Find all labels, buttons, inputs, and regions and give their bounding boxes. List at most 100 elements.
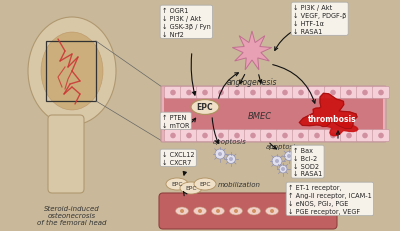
Bar: [46, 42, 96, 102]
FancyBboxPatch shape: [244, 130, 262, 142]
Polygon shape: [299, 94, 357, 129]
Circle shape: [282, 90, 288, 96]
Circle shape: [186, 90, 192, 96]
Circle shape: [314, 90, 320, 96]
FancyBboxPatch shape: [356, 87, 374, 99]
FancyBboxPatch shape: [164, 130, 182, 142]
FancyBboxPatch shape: [164, 87, 182, 99]
FancyBboxPatch shape: [372, 130, 390, 142]
Circle shape: [226, 155, 236, 164]
Ellipse shape: [266, 207, 278, 215]
FancyBboxPatch shape: [292, 87, 310, 99]
Circle shape: [346, 133, 352, 139]
Circle shape: [362, 133, 368, 139]
Text: EPC: EPC: [171, 182, 183, 187]
FancyBboxPatch shape: [164, 97, 383, 131]
FancyBboxPatch shape: [340, 130, 358, 142]
Ellipse shape: [180, 182, 202, 194]
Text: ↑ PTEN
↓ mTOR: ↑ PTEN ↓ mTOR: [162, 115, 190, 128]
Circle shape: [281, 167, 285, 171]
Circle shape: [293, 209, 297, 213]
FancyBboxPatch shape: [196, 130, 214, 142]
Ellipse shape: [230, 207, 242, 215]
Circle shape: [234, 209, 238, 213]
FancyBboxPatch shape: [244, 87, 262, 99]
Text: EPC: EPC: [199, 182, 211, 187]
Text: mobilization: mobilization: [218, 181, 261, 187]
Circle shape: [272, 156, 282, 166]
Circle shape: [218, 90, 224, 96]
Circle shape: [198, 209, 202, 213]
Circle shape: [234, 133, 240, 139]
FancyBboxPatch shape: [340, 87, 358, 99]
Circle shape: [266, 90, 272, 96]
FancyBboxPatch shape: [276, 87, 294, 99]
Circle shape: [250, 133, 256, 139]
Ellipse shape: [194, 178, 216, 190]
Circle shape: [170, 90, 176, 96]
Ellipse shape: [308, 207, 322, 215]
Text: ↓ CXCL12
↓ CXCR7: ↓ CXCL12 ↓ CXCR7: [162, 151, 194, 165]
Circle shape: [250, 90, 256, 96]
FancyBboxPatch shape: [212, 130, 230, 142]
FancyBboxPatch shape: [159, 193, 337, 229]
Circle shape: [313, 209, 317, 213]
Circle shape: [275, 159, 279, 163]
Circle shape: [378, 90, 384, 96]
Circle shape: [378, 133, 384, 139]
Circle shape: [270, 209, 274, 213]
Circle shape: [202, 133, 208, 139]
Text: ↑ ET-1 receptor,
↑ Ang-II receptor, ICAM-1
↓ eNOS, PGI₂, PGE
↓ PGE receptor, VEG: ↑ ET-1 receptor, ↑ Ang-II receptor, ICAM…: [288, 184, 372, 214]
FancyBboxPatch shape: [324, 130, 342, 142]
Circle shape: [186, 133, 192, 139]
Circle shape: [284, 152, 294, 161]
Ellipse shape: [28, 18, 116, 125]
Text: EPC: EPC: [197, 103, 213, 112]
FancyBboxPatch shape: [308, 130, 326, 142]
FancyBboxPatch shape: [372, 87, 390, 99]
Circle shape: [202, 90, 208, 96]
Circle shape: [170, 133, 176, 139]
Text: angiogenesis: angiogenesis: [227, 78, 277, 87]
FancyBboxPatch shape: [260, 87, 278, 99]
Circle shape: [234, 90, 240, 96]
Ellipse shape: [288, 207, 302, 215]
FancyBboxPatch shape: [276, 130, 294, 142]
FancyBboxPatch shape: [228, 87, 246, 99]
Text: Steroid-induced
osteonecrosis
of the femoral head: Steroid-induced osteonecrosis of the fem…: [37, 205, 107, 225]
Circle shape: [330, 133, 336, 139]
Text: thrombosis: thrombosis: [308, 115, 356, 124]
Text: ↑ OGR1
↓ PI3K / Akt
↓ GSK-3β / Fyn
↓ Nrf2: ↑ OGR1 ↓ PI3K / Akt ↓ GSK-3β / Fyn ↓ Nrf…: [162, 8, 211, 37]
Circle shape: [218, 133, 224, 139]
Ellipse shape: [194, 207, 206, 215]
Circle shape: [362, 90, 368, 96]
FancyBboxPatch shape: [196, 87, 214, 99]
Circle shape: [314, 133, 320, 139]
FancyBboxPatch shape: [180, 130, 198, 142]
Ellipse shape: [191, 100, 219, 115]
Circle shape: [229, 157, 233, 161]
Text: EPC: EPC: [185, 186, 197, 191]
Text: apoptosis: apoptosis: [213, 138, 247, 144]
Circle shape: [216, 209, 220, 213]
Circle shape: [266, 133, 272, 139]
Ellipse shape: [176, 207, 188, 215]
Ellipse shape: [166, 178, 188, 190]
Circle shape: [346, 90, 352, 96]
Ellipse shape: [41, 33, 103, 110]
FancyBboxPatch shape: [356, 130, 374, 142]
Circle shape: [287, 154, 291, 158]
FancyBboxPatch shape: [308, 87, 326, 99]
FancyBboxPatch shape: [228, 130, 246, 142]
FancyBboxPatch shape: [48, 116, 84, 193]
Circle shape: [252, 209, 256, 213]
Circle shape: [215, 149, 225, 159]
FancyBboxPatch shape: [212, 87, 230, 99]
Text: BMEC: BMEC: [248, 112, 272, 121]
Ellipse shape: [248, 207, 260, 215]
FancyBboxPatch shape: [292, 130, 310, 142]
Polygon shape: [232, 32, 272, 70]
Polygon shape: [322, 117, 358, 136]
FancyBboxPatch shape: [161, 87, 386, 142]
FancyBboxPatch shape: [324, 87, 342, 99]
